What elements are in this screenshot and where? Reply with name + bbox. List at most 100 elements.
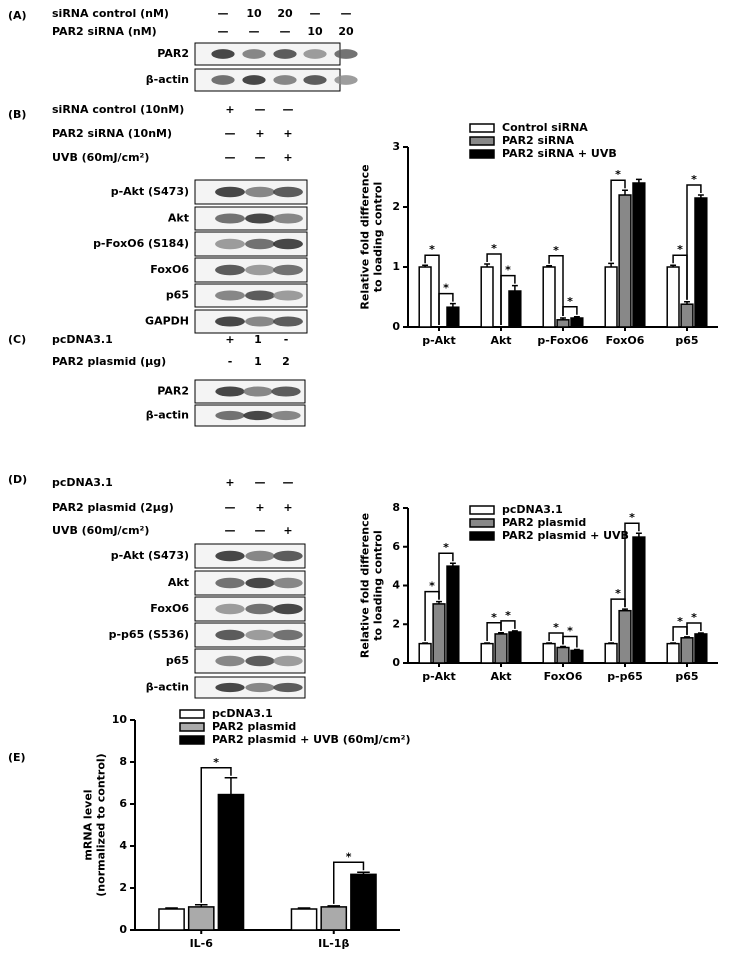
y-tick-label: 10 (112, 713, 128, 726)
significance-label: * (677, 615, 683, 628)
condition-value: + (255, 127, 264, 140)
bar (158, 908, 185, 931)
x-tick-label: p-Akt (422, 334, 456, 347)
y-tick-label: 6 (392, 540, 400, 553)
significance-label: * (553, 244, 559, 257)
condition-value: — (255, 524, 266, 537)
condition-value: — (255, 476, 266, 489)
condition-name: UVB (60mJ/cm²) (52, 524, 149, 537)
condition-name: pcDNA3.1 (52, 476, 113, 489)
blot-band (245, 186, 275, 198)
legend-label: PAR2 plasmid + UVB (502, 529, 629, 542)
legend-swatch (469, 518, 495, 528)
bar (680, 303, 694, 328)
blot-band (243, 410, 273, 421)
legend-swatch (469, 531, 495, 541)
band-label: β-actin (146, 409, 189, 422)
y-axis-label-line: (normalized to control) (95, 753, 108, 896)
bar (632, 182, 646, 328)
legend-swatch (469, 505, 495, 515)
condition-value: - (284, 333, 289, 346)
band-label: p65 (166, 289, 189, 302)
bar (446, 306, 460, 328)
bar (320, 906, 348, 931)
band-label: p65 (166, 654, 189, 667)
blot-band (215, 290, 245, 301)
y-tick-label: 8 (392, 501, 400, 514)
blot-band (273, 550, 303, 562)
significance-label: * (677, 243, 683, 256)
legend-label: PAR2 plasmid (212, 720, 296, 733)
y-tick-label: 3 (392, 140, 400, 153)
condition-value: + (225, 333, 234, 346)
significance-bracket (438, 292, 454, 325)
significance-bracket (438, 552, 454, 600)
error-bar (297, 907, 311, 909)
blot-band (215, 316, 245, 327)
condition-name: pcDNA3.1 (52, 333, 113, 346)
blot-band (245, 264, 275, 276)
condition-value: 1 (254, 355, 262, 368)
condition-value: + (225, 476, 234, 489)
significance-label: * (615, 168, 621, 181)
condition-name: siRNA control (10nM) (52, 103, 184, 116)
blot-band (273, 629, 303, 641)
bar (632, 536, 646, 664)
y-axis-label: mRNA level (normalized to control) (82, 753, 108, 896)
blot-band (273, 577, 303, 589)
blot-band (271, 410, 301, 421)
error-bar (560, 317, 566, 320)
error-bar (622, 189, 628, 195)
error-bar (511, 630, 518, 632)
legend-label: PAR2 siRNA + UVB (502, 147, 617, 160)
error-bar (684, 301, 690, 305)
condition-value: — (310, 7, 321, 20)
blot-band (273, 603, 303, 615)
blot-band (273, 186, 303, 198)
significance-bracket (562, 306, 578, 316)
condition-name: UVB (60mJ/cm²) (52, 151, 149, 164)
bar (694, 633, 708, 664)
bar (694, 197, 708, 328)
error-bar (357, 871, 370, 875)
panel-label: (E) (8, 751, 26, 764)
legend-label: pcDNA3.1 (212, 707, 273, 720)
blot-band (245, 682, 275, 693)
x-tick-label: IL-6 (190, 937, 214, 950)
significance-label: * (491, 611, 497, 624)
bar (480, 642, 494, 664)
band-label: Akt (168, 212, 189, 225)
bar (666, 642, 680, 664)
condition-value: 10 (246, 7, 262, 20)
bar (604, 266, 618, 328)
legend-swatch (469, 136, 495, 146)
band-label: p-Akt (S473) (111, 185, 189, 198)
significance-label: * (429, 243, 435, 256)
blot-band (215, 577, 245, 589)
blot-band (273, 655, 303, 667)
bar (432, 603, 446, 664)
significance-label: * (553, 621, 559, 634)
error-bar (422, 264, 429, 267)
blot-band (211, 49, 235, 59)
condition-value: — (218, 25, 229, 38)
error-bar (635, 532, 642, 538)
blot-band (245, 290, 275, 301)
condition-name: PAR2 siRNA (10nM) (52, 127, 172, 140)
legend-swatch (179, 709, 205, 719)
significance-bracket (500, 274, 516, 325)
condition-value: — (225, 501, 236, 514)
blot-band (215, 603, 245, 615)
condition-value: — (341, 7, 352, 20)
blot-band (245, 213, 275, 224)
bar (570, 649, 584, 664)
legend-label: Control siRNA (502, 121, 588, 134)
blot-band (245, 577, 275, 589)
error-bar (546, 265, 553, 267)
significance-label: * (491, 242, 497, 255)
legend-swatch (469, 123, 495, 133)
band-label: FoxO6 (150, 602, 189, 615)
blot-band (215, 629, 245, 641)
band-label: β-actin (146, 681, 189, 694)
significance-label: * (567, 625, 573, 638)
